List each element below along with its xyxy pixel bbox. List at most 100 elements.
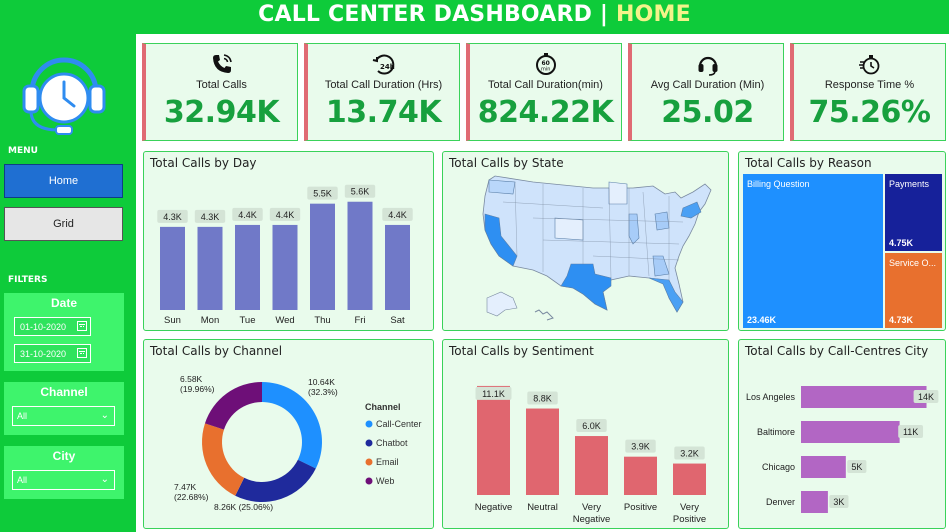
day-bar[interactable]	[310, 203, 335, 310]
city-bar[interactable]	[801, 456, 846, 478]
legend-marker	[365, 458, 373, 466]
day-tick-label: Wed	[275, 315, 294, 326]
donut-slice[interactable]	[262, 382, 322, 469]
day-bar-label-bg	[232, 207, 263, 221]
panel-title: Total Calls by Sentiment	[449, 344, 594, 358]
treemap-cell[interactable]: Service O... 4.73K	[885, 253, 942, 328]
city-bar-label-bg	[829, 495, 849, 508]
city-select-value: All	[17, 475, 28, 485]
treemap-cell-name: Billing Question	[747, 179, 810, 189]
sentiment-bar[interactable]	[477, 385, 510, 495]
sentiment-bar-label: 8.8K	[533, 394, 552, 404]
sentiment-bar[interactable]	[526, 408, 559, 495]
city-bar[interactable]	[801, 421, 900, 443]
title-page-name: HOME	[616, 2, 691, 27]
dashboard-title: CALL CENTER DASHBOARD | HOME	[0, 0, 949, 30]
treemap-cell-value: 23.46K	[747, 315, 777, 325]
day-tick-label: Sun	[164, 315, 181, 326]
channel-select[interactable]: All ⌄	[12, 406, 115, 426]
city-bar[interactable]	[801, 491, 828, 513]
sentiment-bar[interactable]	[575, 436, 608, 495]
panel-calls-by-channel: Total Calls by Channel 10.64K (32.3%) 8.26…	[143, 339, 434, 529]
sentiment-tick-label: Positive	[673, 514, 706, 525]
state-washington	[488, 179, 516, 195]
legend-entry[interactable]: Chatbot	[376, 438, 408, 448]
city-select[interactable]: All ⌄	[12, 470, 115, 490]
panel-title: Total Calls by State	[449, 156, 564, 170]
channel-select-value: All	[17, 411, 28, 421]
city-tick-label: Chicago	[762, 462, 795, 472]
panel-calls-by-state: Total Calls by State	[442, 151, 729, 331]
calendar-icon[interactable]	[77, 321, 87, 331]
day-bar-label-bg	[307, 186, 338, 200]
day-bar[interactable]	[197, 226, 223, 310]
panel-calls-by-day: Total Calls by Day 4.3K Sun 4.3K Mon 4.4K Tue…	[143, 151, 434, 331]
city-tick-label: Los Angeles	[746, 392, 796, 402]
panel-title: Total Calls by Channel	[150, 344, 283, 358]
sentiment-bar[interactable]	[624, 456, 657, 495]
panel-title: Total Calls by Reason	[745, 156, 872, 170]
day-bar-label: 4.4K	[388, 210, 407, 220]
city-bar[interactable]	[801, 386, 927, 408]
day-bar-label: 4.4K	[276, 210, 295, 220]
panel-calls-by-city: Total Calls by Call-Centres City Los Ang…	[738, 339, 946, 529]
24h-clock-icon: 24h	[372, 54, 394, 75]
legend-title: Channel	[365, 402, 401, 412]
sentiment-tick-label: Negative	[475, 502, 513, 513]
legend-entry[interactable]: Web	[376, 476, 394, 486]
nav-grid-button[interactable]: Grid	[4, 207, 123, 241]
day-bar[interactable]	[160, 226, 185, 310]
day-tick-label: Thu	[314, 315, 330, 326]
calendar-icon[interactable]	[77, 348, 87, 358]
state-texas	[560, 263, 612, 311]
donut-slice[interactable]	[235, 459, 316, 502]
chevron-down-icon: ⌄	[100, 474, 109, 485]
legend-entry[interactable]: Call-Center	[376, 419, 422, 429]
date-filter-title: Date	[50, 296, 77, 310]
day-tick-label: Mon	[201, 315, 219, 326]
us-state-map[interactable]	[443, 152, 730, 332]
city-bar-label-bg	[847, 460, 867, 473]
sentiment-bar-label-bg	[527, 391, 558, 405]
panel-title: Total Calls by Day	[150, 156, 257, 170]
donut-slice-label: 10.64K (32.3%)	[308, 377, 338, 397]
city-bar-label: 5K	[851, 462, 862, 472]
day-bar-label: 5.6K	[351, 187, 370, 197]
day-bar[interactable]	[347, 201, 373, 310]
day-bar[interactable]	[385, 224, 410, 310]
city-tick-label: Denver	[766, 497, 795, 507]
menu-label: MENU	[8, 146, 38, 156]
sentiment-tick-label: Very	[582, 502, 601, 513]
treemap-cell-value: 4.75K	[889, 238, 914, 248]
sentiment-tick-label: Positive	[624, 502, 657, 513]
state-alaska	[486, 291, 518, 317]
day-bar[interactable]	[235, 224, 260, 310]
start-date-input[interactable]: 01-10-2020	[14, 317, 91, 336]
phone-ringing-icon	[212, 54, 232, 73]
nav-home-button[interactable]: Home	[4, 164, 123, 198]
start-date-value: 01-10-2020	[20, 321, 67, 332]
donut-slice[interactable]	[202, 423, 245, 496]
kpi-label: Total Calls	[196, 79, 247, 91]
day-bar[interactable]	[272, 224, 298, 310]
city-filter-title: City	[52, 449, 76, 463]
sentiment-tick-label: Very	[680, 502, 699, 513]
day-bar-label-bg	[269, 207, 301, 221]
treemap-cell[interactable]: Billing Question 23.46K	[743, 174, 883, 328]
treemap-cell[interactable]: Payments 4.75K	[885, 174, 942, 251]
city-filter: City All ⌄	[4, 446, 124, 499]
city-bar-label: 14K	[918, 392, 934, 402]
sentiment-bar[interactable]	[673, 463, 706, 495]
sentiment-bar-label: 3.9K	[631, 442, 650, 452]
svg-text:60: 60	[541, 60, 549, 67]
channel-filter-title: Channel	[40, 385, 88, 399]
legend-entry[interactable]: Email	[376, 457, 399, 467]
donut-slice[interactable]	[204, 382, 262, 430]
state-colorado	[554, 217, 584, 241]
end-date-input[interactable]: 31-10-2020	[14, 344, 91, 363]
city-bar-label-bg	[913, 390, 939, 403]
calls-by-sentiment-chart: 11.1KNegative8.8KNeutral6.0KVeryNegative…	[475, 385, 706, 525]
sidebar: MENU Home Grid FILTERS Date 01-10-2020 3…	[0, 34, 136, 532]
city-bar-label: 11K	[903, 427, 918, 437]
state-minnesota	[608, 181, 628, 205]
